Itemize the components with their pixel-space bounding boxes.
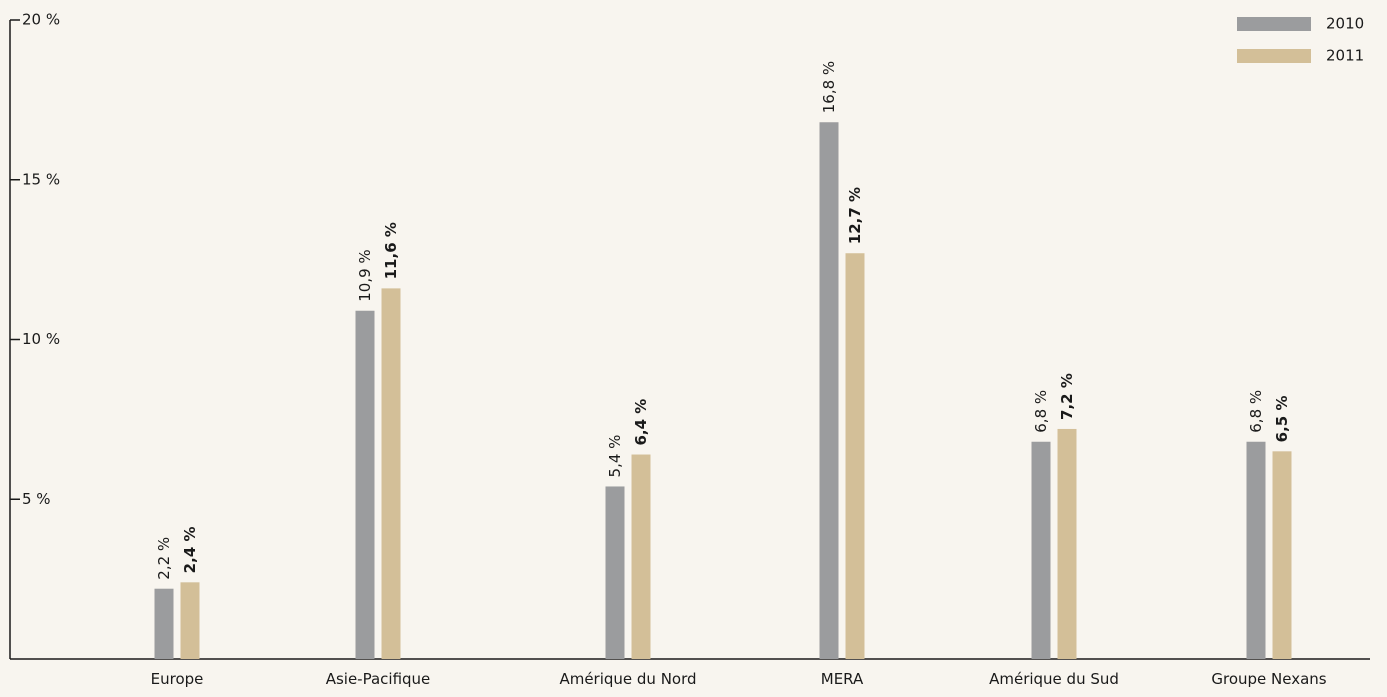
y-tick-label: 5 % bbox=[22, 490, 51, 508]
category-label: Groupe Nexans bbox=[1211, 670, 1326, 688]
legend-swatch-2011 bbox=[1237, 49, 1311, 63]
data-label-2010-4: 6,8 % bbox=[1032, 390, 1050, 433]
chart-legend: 2010 2011 bbox=[1237, 15, 1364, 65]
y-tick-label: 10 % bbox=[22, 330, 60, 348]
data-label-2010-1: 10,9 % bbox=[356, 249, 374, 301]
bar-2010-2 bbox=[605, 486, 625, 659]
data-label-2011-0: 2,4 % bbox=[181, 526, 199, 573]
bar-2010-1 bbox=[355, 310, 375, 659]
bar-2011-0 bbox=[180, 582, 200, 659]
data-label-2010-0: 2,2 % bbox=[155, 537, 173, 580]
data-label-2011-2: 6,4 % bbox=[632, 399, 650, 446]
y-tick-label: 15 % bbox=[22, 170, 60, 188]
data-label-2011-3: 12,7 % bbox=[846, 187, 864, 244]
category-label: Asie-Pacifique bbox=[326, 670, 431, 688]
bar-2010-4 bbox=[1031, 441, 1051, 659]
chart-axes: 5 % 10 % 15 % 20 % bbox=[9, 11, 1370, 660]
legend-label-2010: 2010 bbox=[1326, 15, 1364, 33]
category-label: MERA bbox=[821, 670, 864, 688]
chart-bars bbox=[154, 122, 1292, 660]
bar-2010-5 bbox=[1246, 441, 1266, 659]
bar-2011-4 bbox=[1057, 428, 1077, 659]
legend-label-2011: 2011 bbox=[1326, 47, 1364, 65]
category-label: Europe bbox=[151, 670, 204, 688]
legend-swatch-2010 bbox=[1237, 17, 1311, 31]
data-label-2010-5: 6,8 % bbox=[1247, 390, 1265, 433]
bar-2010-0 bbox=[154, 588, 174, 659]
category-label: Amérique du Sud bbox=[989, 670, 1119, 688]
bar-2010-3 bbox=[819, 122, 839, 660]
data-label-2011-1: 11,6 % bbox=[382, 222, 400, 279]
chart-labels: 2,2 % 10,9 % 5,4 % 16,8 % 6,8 % 6,8 % 2,4 % 11,… bbox=[151, 61, 1327, 688]
category-label: Amérique du Nord bbox=[559, 670, 696, 688]
data-label-2010-3: 16,8 % bbox=[820, 61, 838, 113]
bar-2011-5 bbox=[1272, 451, 1292, 659]
data-label-2011-4: 7,2 % bbox=[1058, 373, 1076, 420]
y-tick-label: 20 % bbox=[22, 11, 60, 29]
bar-2011-2 bbox=[631, 454, 651, 659]
data-label-2011-5: 6,5 % bbox=[1273, 395, 1291, 442]
bar-2011-1 bbox=[381, 288, 401, 659]
bar-2011-3 bbox=[845, 253, 865, 660]
data-label-2010-2: 5,4 % bbox=[606, 435, 624, 478]
